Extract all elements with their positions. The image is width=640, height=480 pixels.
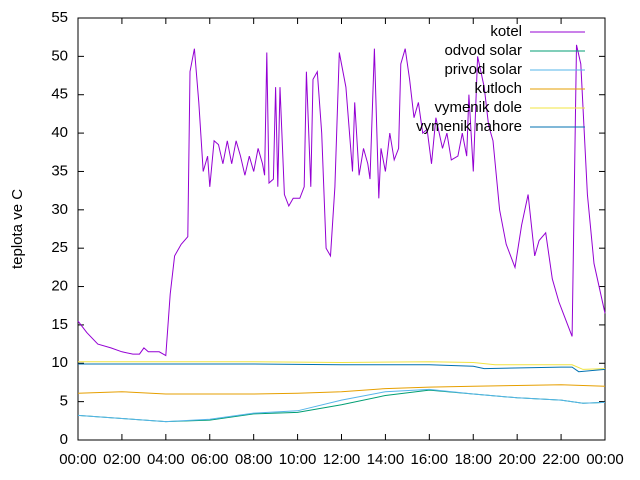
x-tick-label: 00:00 [586, 451, 624, 468]
series-line [77, 384, 606, 395]
x-tick-label: 12:00 [323, 451, 361, 468]
y-axis-label: teplota ve C [9, 189, 26, 269]
y-tick-label: 15 [51, 316, 68, 333]
series-line [77, 44, 606, 357]
series-line [78, 363, 606, 373]
y-tick-label: 35 [51, 162, 68, 179]
x-tick-label: 04:00 [147, 451, 185, 468]
x-tick-label: 18:00 [454, 451, 492, 468]
plot-border [77, 17, 606, 441]
legend-label: vymenik nahore [416, 118, 522, 135]
y-tick-label: 20 [51, 278, 68, 295]
x-tick-label: 16:00 [411, 451, 449, 468]
y-tick-label: 25 [51, 239, 68, 256]
y-tick-label: 40 [51, 124, 68, 141]
x-tick-label: 02:00 [103, 451, 141, 468]
y-tick-label: 30 [51, 201, 68, 218]
y-tick-label: 50 [51, 47, 68, 64]
series-line [77, 388, 606, 423]
legend-label: odvod solar [444, 42, 522, 59]
y-tick-label: 55 [51, 9, 68, 26]
series-line [78, 361, 606, 370]
x-tick-label: 22:00 [542, 451, 580, 468]
x-tick-label: 20:00 [498, 451, 536, 468]
y-tick-label: 10 [51, 354, 68, 371]
x-tick-label: 06:00 [191, 451, 229, 468]
legend-label: kotel [490, 23, 522, 40]
x-tick-label: 00:00 [59, 451, 97, 468]
legend-label: vymenik dole [434, 99, 522, 116]
series-line [77, 389, 606, 423]
y-tick-label: 5 [60, 393, 68, 410]
x-tick-label: 08:00 [235, 451, 273, 468]
legend-label: privod solar [444, 61, 522, 78]
y-tick-label: 0 [60, 431, 68, 448]
legend-label: kutloch [474, 80, 522, 97]
x-tick-label: 14:00 [367, 451, 405, 468]
y-tick-label: 45 [51, 86, 68, 103]
x-tick-label: 10:00 [279, 451, 317, 468]
